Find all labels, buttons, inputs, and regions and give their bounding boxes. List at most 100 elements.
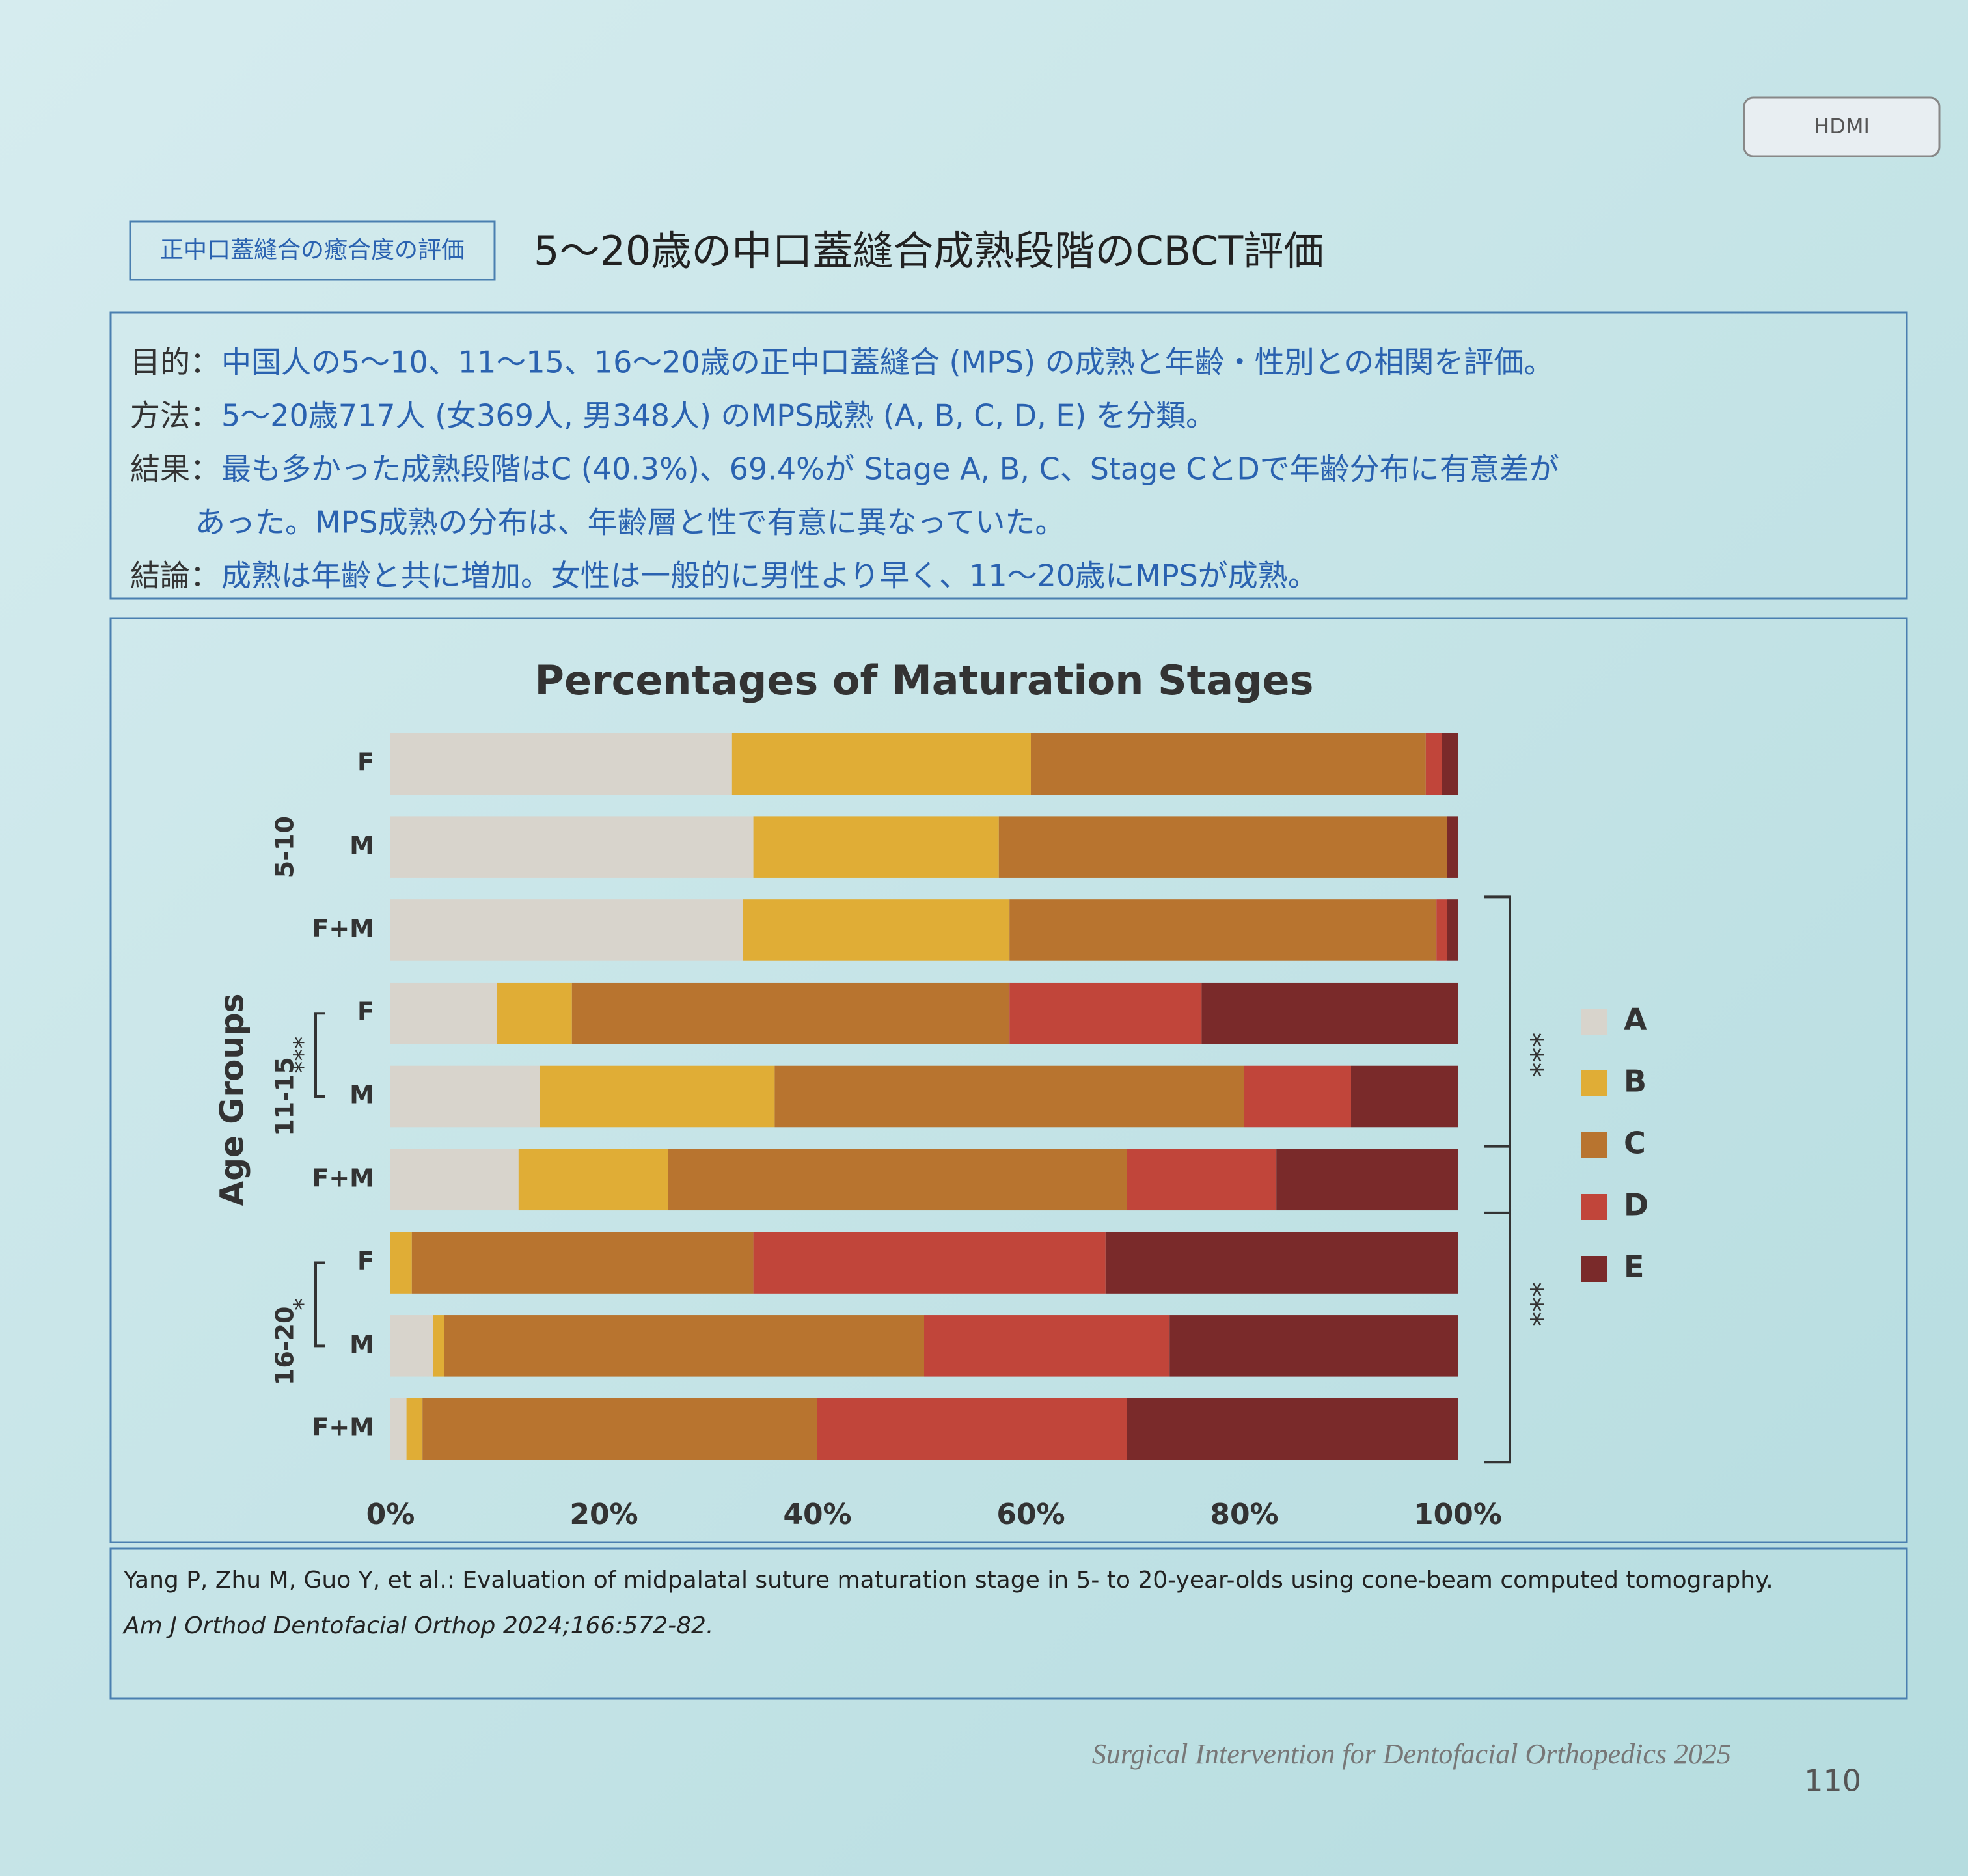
x-tick-label: 100% xyxy=(1414,1498,1502,1531)
bar-segment xyxy=(1447,816,1458,878)
bar-segment xyxy=(422,1398,817,1460)
bar-segment xyxy=(753,1232,1106,1294)
bar-segment xyxy=(743,899,1010,961)
bar-segment xyxy=(1425,733,1442,795)
legend-label: E xyxy=(1624,1249,1644,1285)
heading: 5～20歳の中口蓋縫合成熟段階のCBCT評価 xyxy=(534,227,1324,275)
bar-segment xyxy=(444,1315,924,1377)
bracket xyxy=(1484,895,1511,1214)
legend-label: B xyxy=(1624,1064,1647,1099)
bar-segment xyxy=(1169,1315,1458,1377)
legend-label: D xyxy=(1624,1188,1648,1223)
bar-segment xyxy=(1276,1149,1458,1211)
x-tick-label: 60% xyxy=(996,1498,1065,1531)
x-tick-label: 0% xyxy=(366,1498,415,1531)
bar-segment xyxy=(406,1398,423,1460)
summary-text: あった。MPS成熟の分布は、年齢層と性で有意に異なっていた。 xyxy=(195,505,1065,540)
x-tick-label: 20% xyxy=(569,1498,638,1531)
bar-segment xyxy=(668,1149,1127,1211)
bar-segment xyxy=(390,982,497,1044)
bracket xyxy=(314,1261,325,1348)
device-label: HDMI xyxy=(1814,114,1870,139)
bar-segment xyxy=(390,899,743,961)
bar-segment xyxy=(433,1315,444,1377)
legend-swatch xyxy=(1581,1132,1607,1158)
bar-segment xyxy=(1105,1232,1458,1294)
bracket xyxy=(314,1012,325,1098)
bar-segment xyxy=(390,1065,540,1128)
significance: * xyxy=(289,1298,318,1311)
bar-segment xyxy=(774,1065,1244,1128)
bar-segment xyxy=(817,1398,1127,1460)
bar-segment xyxy=(1127,1398,1458,1460)
summary-box xyxy=(109,311,1908,600)
bar-segment xyxy=(1201,982,1458,1044)
x-tick-label: 80% xyxy=(1210,1498,1278,1531)
bar-segment xyxy=(1009,982,1202,1044)
bar-segment xyxy=(390,733,732,795)
category-label: F+M xyxy=(312,1413,374,1442)
group-label: 5-10 xyxy=(271,816,299,878)
bar-segment xyxy=(390,1315,433,1377)
chart-box xyxy=(109,617,1908,1543)
bar-segment xyxy=(540,1065,775,1128)
bar-segment xyxy=(1031,733,1426,795)
bracket xyxy=(1484,1145,1511,1464)
bar-segment xyxy=(1351,1065,1458,1128)
legend-swatch xyxy=(1581,1256,1607,1282)
summary-text: 最も多かった成熟段階はC (40.3%)、69.4%が Stage A, B, … xyxy=(221,452,1559,487)
bar-segment xyxy=(998,816,1447,878)
group-label: 11-15 xyxy=(271,1057,299,1136)
x-tick-label: 40% xyxy=(783,1498,851,1531)
legend-swatch xyxy=(1581,1070,1607,1096)
bar-segment xyxy=(571,982,1010,1044)
bar-segment xyxy=(753,816,999,878)
bar-segment xyxy=(390,816,754,878)
chart-title: Percentages of Maturation Stages xyxy=(535,657,1314,704)
summary-label: 目的： xyxy=(130,345,220,380)
summary-label: 結論： xyxy=(130,558,220,593)
bar-segment xyxy=(924,1315,1170,1377)
group-label: 16-20 xyxy=(271,1307,299,1386)
legend-swatch xyxy=(1581,1194,1607,1220)
hdmi-port xyxy=(1743,96,1941,157)
bar-segment xyxy=(1442,733,1458,795)
bar-segment xyxy=(411,1232,754,1294)
bar-segment xyxy=(731,733,1031,795)
journal: Am J Orthod Dentofacial Orthop 2024;166:… xyxy=(122,1612,713,1639)
tag-box xyxy=(129,220,496,281)
category-label: F xyxy=(357,1247,374,1275)
summary-text: 中国人の5～10、11～15、16～20歳の正中口蓋縫合 (MPS) の成熟と年… xyxy=(221,345,1553,380)
summary-text: 5～20歳717人 (女369人, 男348人) のMPS成熟 (A, B, C… xyxy=(221,398,1216,433)
category-label: M xyxy=(349,831,374,860)
bar-segment xyxy=(1127,1149,1277,1211)
category-label: F+M xyxy=(312,914,374,943)
y-axis-label: Age Groups xyxy=(213,993,251,1206)
significance: *** xyxy=(1514,1282,1550,1327)
category-label: F xyxy=(357,748,374,776)
bar-segment xyxy=(390,1149,519,1211)
bar-segment xyxy=(390,1232,412,1294)
summary-text: 成熟は年齢と共に増加。女性は一般的に男性より早く、11～20歳にMPSが成熟。 xyxy=(221,558,1318,593)
bar-segment xyxy=(1009,899,1437,961)
category-label: M xyxy=(349,1081,374,1109)
bar-segment xyxy=(518,1149,668,1211)
category-label: F xyxy=(357,998,374,1026)
citation: Yang P, Zhu M, Guo Y, et al.: Evaluation… xyxy=(123,1567,1773,1594)
category-label: M xyxy=(349,1330,374,1359)
bar-segment xyxy=(1447,899,1458,961)
legend-swatch xyxy=(1581,1009,1607,1035)
page-number: 110 xyxy=(1804,1763,1861,1799)
bar-segment xyxy=(390,1398,407,1460)
category-label: F+M xyxy=(312,1163,374,1192)
summary-label: 方法： xyxy=(130,398,220,433)
legend-label: C xyxy=(1624,1126,1646,1161)
bar-segment xyxy=(1436,899,1447,961)
bar-segment xyxy=(1244,1065,1351,1128)
footer: Surgical Intervention for Dentofacial Or… xyxy=(1092,1738,1731,1770)
significance: *** xyxy=(289,1037,318,1074)
summary-label: 結果： xyxy=(130,452,220,487)
citation-box xyxy=(109,1547,1908,1700)
